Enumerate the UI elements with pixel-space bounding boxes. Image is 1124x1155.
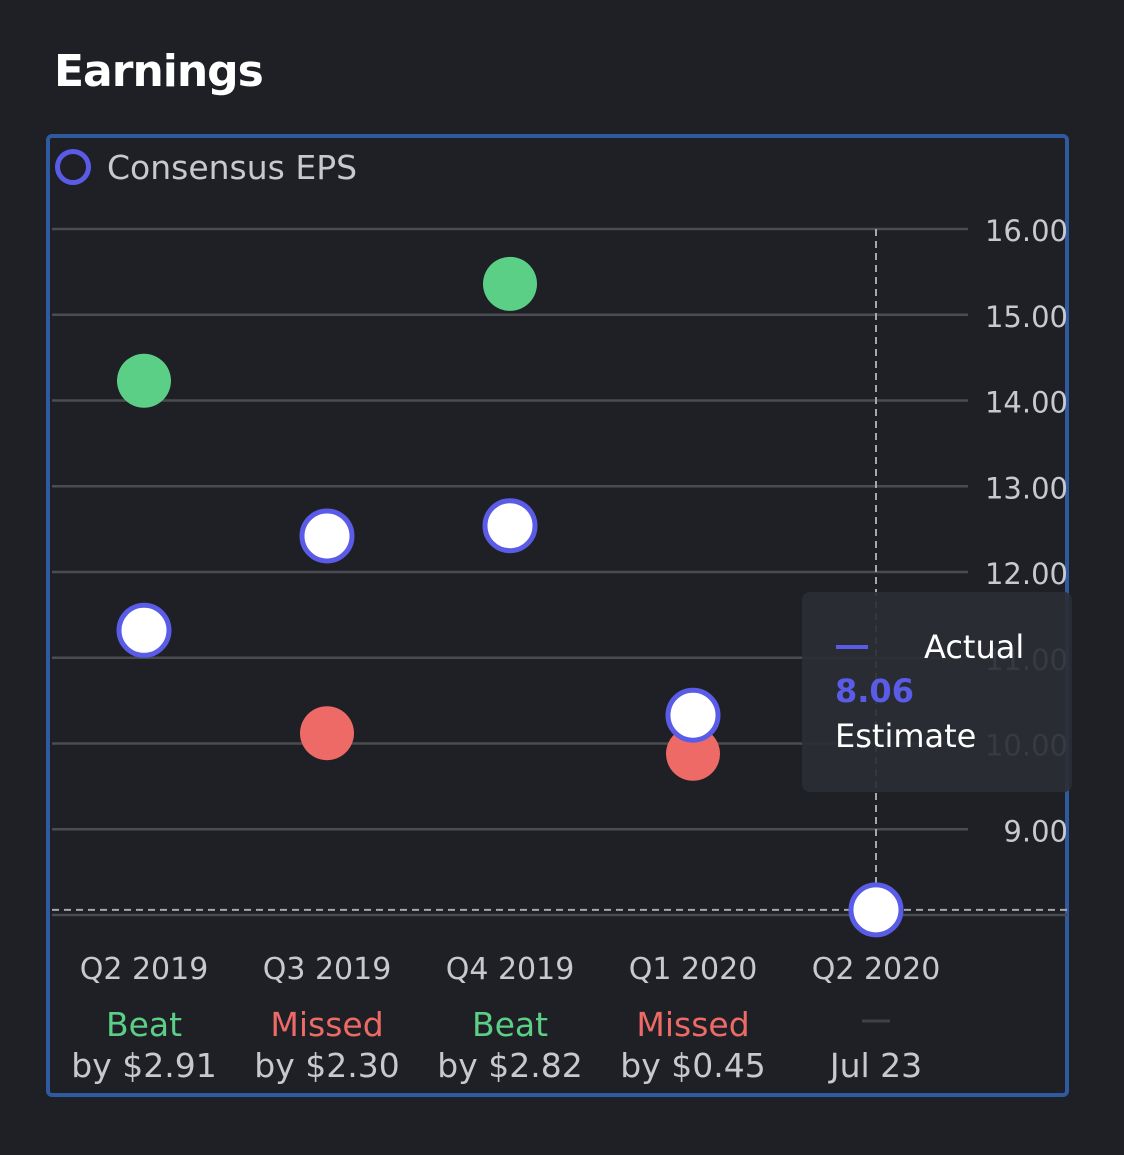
tooltip-value: 8.06: [835, 672, 914, 710]
estimate-point[interactable]: [116, 602, 172, 658]
x-tick-label: Q4 2019: [446, 952, 575, 987]
result-status: Beat: [106, 1005, 182, 1044]
estimate-point[interactable]: [482, 498, 538, 554]
tooltip-estimate-label: Estimate: [835, 717, 977, 755]
y-tick-label: 13.00: [985, 471, 1068, 505]
y-tick-label: 12.00: [985, 557, 1068, 591]
result-detail: by $0.45: [620, 1046, 765, 1085]
estimate-point[interactable]: [848, 882, 904, 938]
estimate-point[interactable]: [665, 687, 721, 743]
estimate-point[interactable]: [299, 508, 355, 564]
result-status: —: [876, 1035, 877, 1037]
actual-point[interactable]: [300, 706, 354, 761]
result-status: Missed: [270, 1005, 383, 1044]
result-detail: Jul 23: [828, 1046, 922, 1085]
actual-point[interactable]: [117, 353, 171, 408]
legend-label: Consensus EPS: [107, 147, 358, 187]
result-status: Missed: [636, 1005, 749, 1044]
estimate-dash-icon: [836, 645, 868, 649]
y-tick-label: 16.00: [985, 214, 1068, 248]
x-tick-label: Q2 2019: [80, 952, 209, 987]
y-tick-label: 14.00: [985, 386, 1068, 420]
actual-point[interactable]: [666, 726, 720, 781]
result-detail: by $2.91: [71, 1046, 216, 1085]
tooltip: Actual 8.06 Estimate: [802, 592, 1072, 792]
result-status: Beat: [472, 1005, 548, 1044]
page-title: Earnings: [54, 46, 264, 97]
legend[interactable]: Consensus EPS: [55, 143, 357, 191]
result-detail: by $2.82: [437, 1046, 582, 1085]
tooltip-actual-label: Actual: [924, 628, 1025, 666]
result-detail: by $2.30: [254, 1046, 399, 1085]
y-tick-label: 15.00: [985, 300, 1068, 334]
x-tick-label: Q2 2020: [812, 952, 941, 987]
actual-point[interactable]: [483, 256, 537, 311]
x-tick-label: Q1 2020: [629, 952, 758, 987]
ring-icon: [55, 149, 91, 185]
x-tick-label: Q3 2019: [263, 952, 392, 987]
y-tick-label: 9.00: [1003, 814, 1068, 848]
